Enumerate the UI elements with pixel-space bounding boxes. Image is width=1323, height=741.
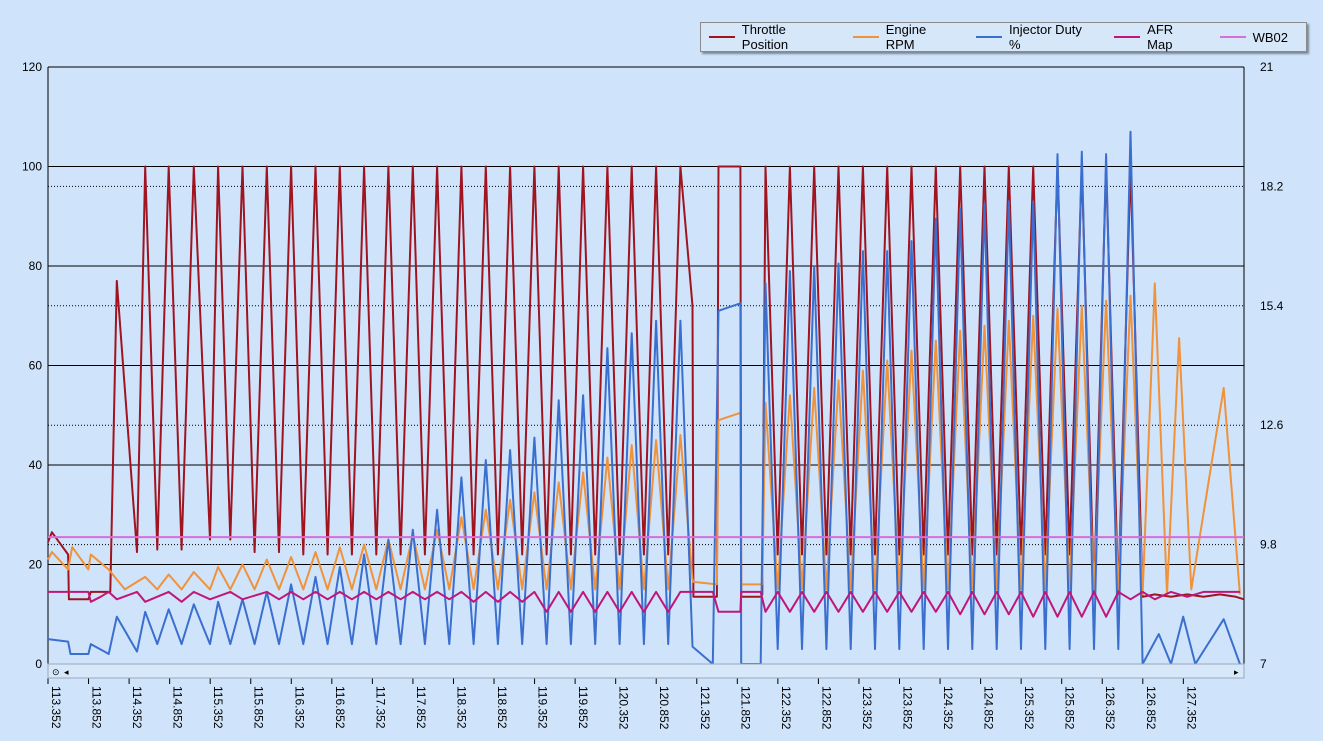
legend-label: AFR Map bbox=[1147, 22, 1174, 52]
x-tick-label: 114.352 bbox=[130, 686, 144, 729]
legend-swatch bbox=[976, 36, 1002, 38]
legend-label: WB02 bbox=[1252, 29, 1289, 45]
x-tick-label: 122.852 bbox=[819, 686, 833, 730]
legend-swatch bbox=[709, 36, 735, 38]
left-tick-label: 60 bbox=[29, 359, 43, 373]
axes: 0 20 40 60 80 100 120 7 9.8 12.6 15.4 18.2 21 113.352… bbox=[22, 60, 1284, 730]
legend: Throttle Position Engine RPM Injector Duty… bbox=[700, 22, 1307, 52]
x-tick-label: 115.352 bbox=[211, 686, 225, 729]
x-scrollbar[interactable]: ⊙ ◂ ▸ bbox=[47, 663, 1245, 679]
scroll-home-button[interactable]: ⊙ bbox=[52, 668, 60, 678]
legend-label: Injector Duty % bbox=[1008, 22, 1082, 52]
x-tick-label: 121.852 bbox=[738, 686, 752, 730]
right-tick-label: 21 bbox=[1260, 60, 1274, 74]
x-tick-label: 119.352 bbox=[536, 686, 550, 729]
x-tick-label: 117.352 bbox=[373, 686, 387, 729]
right-tick-label: 7 bbox=[1260, 657, 1267, 671]
scroll-left-button[interactable]: ◂ bbox=[64, 668, 69, 678]
right-tick-label: 9.8 bbox=[1260, 538, 1277, 552]
x-tick-label: 113.352 bbox=[49, 686, 63, 729]
legend-item: Engine RPM bbox=[852, 22, 958, 52]
x-tick-label: 126.352 bbox=[1103, 686, 1117, 730]
x-tick-label: 115.852 bbox=[252, 686, 266, 729]
series-line-injector-duty bbox=[47, 130, 1241, 665]
x-tick-label: 126.852 bbox=[1144, 686, 1158, 730]
left-tick-label: 20 bbox=[29, 558, 43, 572]
x-tick-label: 122.352 bbox=[779, 686, 793, 730]
x-tick-label: 123.852 bbox=[901, 686, 915, 730]
legend-label: Engine RPM bbox=[885, 22, 927, 52]
x-tick-label: 125.352 bbox=[1022, 686, 1036, 730]
x-tick-label: 113.852 bbox=[90, 686, 104, 729]
right-tick-label: 18.2 bbox=[1260, 179, 1284, 193]
x-tick-label: 118.852 bbox=[495, 686, 509, 729]
right-tick-label: 12.6 bbox=[1260, 418, 1284, 432]
x-tick-label: 123.352 bbox=[860, 686, 874, 730]
x-tick-label: 121.352 bbox=[698, 686, 712, 730]
x-tick-label: 116.352 bbox=[292, 686, 306, 729]
series-line-throttle-position bbox=[47, 165, 1245, 601]
series-line-afr-map bbox=[48, 590, 1240, 618]
right-tick-label: 15.4 bbox=[1260, 299, 1284, 313]
grid bbox=[48, 66, 1244, 665]
scroll-right-button[interactable]: ▸ bbox=[1234, 668, 1239, 678]
series-group bbox=[47, 130, 1245, 665]
legend-item: Injector Duty % bbox=[976, 22, 1096, 52]
x-tick-label: 124.352 bbox=[941, 686, 955, 730]
legend-item: WB02 bbox=[1219, 29, 1289, 45]
x-tick-label: 124.852 bbox=[982, 686, 996, 730]
left-tick-label: 0 bbox=[35, 657, 42, 671]
left-tick-label: 80 bbox=[29, 259, 43, 273]
x-tick-label: 114.852 bbox=[171, 686, 185, 729]
scrollbar-track[interactable] bbox=[47, 663, 1245, 679]
legend-item: AFR Map bbox=[1114, 22, 1201, 52]
legend-item: Throttle Position bbox=[709, 22, 835, 52]
legend-swatch bbox=[1114, 36, 1141, 38]
left-tick-label: 120 bbox=[22, 60, 42, 74]
x-tick-label: 117.852 bbox=[414, 686, 428, 729]
x-tick-label: 116.852 bbox=[333, 686, 347, 729]
x-tick-label: 127.352 bbox=[1184, 686, 1198, 730]
left-tick-label: 40 bbox=[29, 458, 43, 472]
legend-swatch bbox=[852, 36, 879, 38]
x-tick-label: 120.352 bbox=[617, 686, 631, 730]
legend-label: Throttle Position bbox=[741, 22, 789, 52]
x-tick-label: 118.352 bbox=[454, 686, 468, 729]
x-tick-label: 120.852 bbox=[657, 686, 671, 730]
legend-swatch bbox=[1219, 36, 1246, 38]
left-tick-label: 100 bbox=[22, 160, 42, 174]
x-tick-label: 125.852 bbox=[1063, 686, 1077, 730]
x-tick-label: 119.852 bbox=[576, 686, 590, 729]
